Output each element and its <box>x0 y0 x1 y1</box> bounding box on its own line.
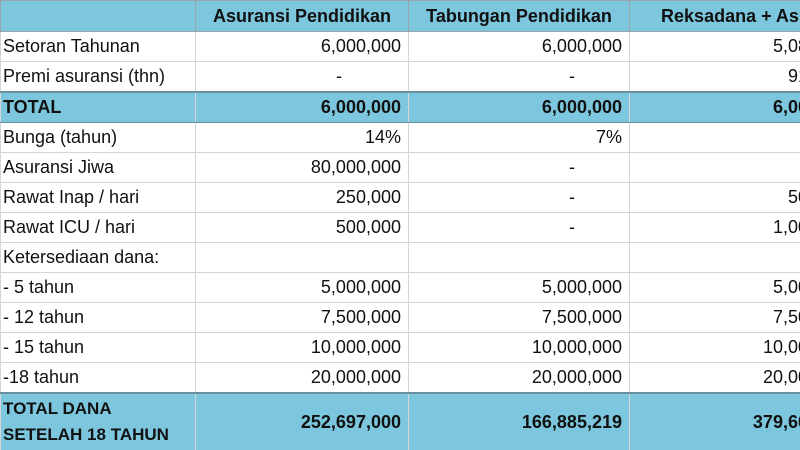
cell-reksadana-asuransi[interactable]: 20,000, <box>629 362 800 394</box>
header-row: Asuransi Pendidikan Tabungan Pendidikan … <box>0 0 800 32</box>
row-label-cell[interactable]: Setoran Tahunan <box>0 31 196 62</box>
header-cell-asuransi-pendidikan[interactable]: Asuransi Pendidikan <box>195 0 409 32</box>
cell-asuransi-pendidikan[interactable]: 6,000,000 <box>195 91 409 123</box>
cell-tabungan-pendidikan[interactable] <box>408 242 630 273</box>
cell-asuransi-pendidikan[interactable]: 7,500,000 <box>195 302 409 333</box>
cell-reksadana-asuransi[interactable]: 5,000, <box>629 272 800 303</box>
cell-tabungan-pendidikan[interactable]: 6,000,000 <box>408 91 630 123</box>
cell-asuransi-pendidikan[interactable]: 20,000,000 <box>195 362 409 394</box>
cell-asuransi-pendidikan[interactable]: 252,697,000 <box>195 392 409 450</box>
cell-asuransi-pendidikan[interactable]: 6,000,000 <box>195 31 409 62</box>
row-label-cell[interactable]: TOTAL DANA SETELAH 18 TAHUN <box>0 392 196 450</box>
header-cell-reksadana-asuransi[interactable]: Reksadana + As <box>629 0 800 32</box>
cell-reksadana-asuransi[interactable]: 6,000, <box>629 91 800 123</box>
cell-reksadana-asuransi[interactable]: 1,000, <box>629 212 800 243</box>
cell-reksadana-asuransi[interactable]: 500, <box>629 182 800 213</box>
cell-reksadana-asuransi[interactable] <box>629 152 800 183</box>
row-label-cell[interactable]: - 12 tahun <box>0 302 196 333</box>
row-label-cell[interactable]: Premi asuransi (thn) <box>0 61 196 93</box>
header-cell-tabungan-pendidikan[interactable]: Tabungan Pendidikan <box>408 0 630 32</box>
cell-asuransi-pendidikan[interactable]: 80,000,000 <box>195 152 409 183</box>
cell-asuransi-pendidikan[interactable]: 500,000 <box>195 212 409 243</box>
cell-tabungan-pendidikan[interactable]: - <box>408 152 630 183</box>
row-label-cell[interactable]: Ketersediaan dana: <box>0 242 196 273</box>
cell-asuransi-pendidikan[interactable]: 5,000,000 <box>195 272 409 303</box>
cell-reksadana-asuransi[interactable] <box>629 122 800 153</box>
row-label-cell[interactable]: Asuransi Jiwa <box>0 152 196 183</box>
cell-asuransi-pendidikan[interactable]: 14% <box>195 122 409 153</box>
table-row-bunga-tahun: Bunga (tahun) 14% 7% <box>0 122 800 153</box>
cell-tabungan-pendidikan[interactable]: 10,000,000 <box>408 332 630 363</box>
row-label-cell[interactable]: -18 tahun <box>0 362 196 394</box>
cell-asuransi-pendidikan[interactable]: 250,000 <box>195 182 409 213</box>
cell-tabungan-pendidikan[interactable]: 5,000,000 <box>408 272 630 303</box>
cell-tabungan-pendidikan[interactable]: 7% <box>408 122 630 153</box>
cell-tabungan-pendidikan[interactable]: 20,000,000 <box>408 362 630 394</box>
cell-tabungan-pendidikan[interactable]: 7,500,000 <box>408 302 630 333</box>
cell-reksadana-asuransi[interactable]: 379,608, <box>629 392 800 450</box>
cell-asuransi-pendidikan[interactable]: - <box>195 61 409 93</box>
row-label-cell[interactable]: Rawat ICU / hari <box>0 212 196 243</box>
header-cell-label[interactable] <box>0 0 196 32</box>
table-row-premi-asuransi-thn: Premi asuransi (thn)--918, <box>0 61 800 93</box>
cell-reksadana-asuransi[interactable]: 10,000, <box>629 332 800 363</box>
row-label-cell[interactable]: Bunga (tahun) <box>0 122 196 153</box>
cell-tabungan-pendidikan[interactable]: - <box>408 61 630 93</box>
cell-reksadana-asuransi[interactable]: 5,081, <box>629 31 800 62</box>
row-label-cell[interactable]: - 15 tahun <box>0 332 196 363</box>
cell-tabungan-pendidikan[interactable]: 6,000,000 <box>408 31 630 62</box>
table-row-ketersediaan-dana: Ketersediaan dana: <box>0 242 800 273</box>
cell-reksadana-asuransi[interactable]: 7,500, <box>629 302 800 333</box>
cell-asuransi-pendidikan[interactable] <box>195 242 409 273</box>
cell-reksadana-asuransi[interactable]: 918, <box>629 61 800 93</box>
table-row-asuransi-jiwa: Asuransi Jiwa 80,000,000- <box>0 152 800 183</box>
cell-asuransi-pendidikan[interactable]: 10,000,000 <box>195 332 409 363</box>
cell-tabungan-pendidikan[interactable]: - <box>408 212 630 243</box>
cell-tabungan-pendidikan[interactable]: 166,885,219 <box>408 392 630 450</box>
cell-tabungan-pendidikan[interactable]: - <box>408 182 630 213</box>
cell-reksadana-asuransi[interactable] <box>629 242 800 273</box>
table-row-total-dana-setelah-18-tahun: TOTAL DANA SETELAH 18 TAHUN 252,697,000 16… <box>0 392 800 450</box>
row-label-cell[interactable]: Rawat Inap / hari <box>0 182 196 213</box>
row-label-cell[interactable]: TOTAL <box>0 91 196 123</box>
row-label-cell[interactable]: - 5 tahun <box>0 272 196 303</box>
